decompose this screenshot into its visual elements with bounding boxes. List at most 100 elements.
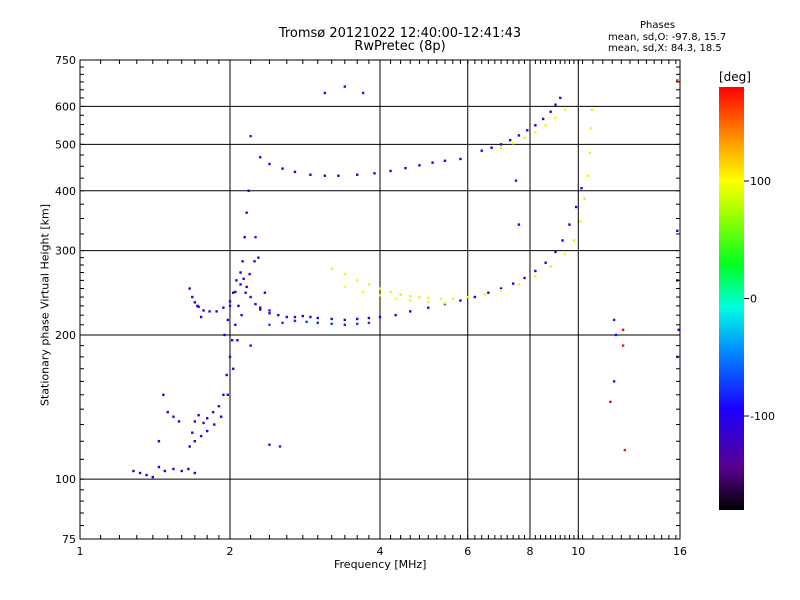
o-trace-point — [191, 431, 194, 434]
o-trace-point — [490, 146, 493, 149]
o-trace-point — [197, 413, 200, 417]
o-trace-point — [191, 295, 194, 299]
o-trace-point — [193, 471, 197, 475]
o-trace-point — [268, 309, 271, 312]
o-trace-point — [517, 134, 521, 137]
o-trace-point — [323, 174, 327, 177]
o-trace-point — [268, 162, 271, 166]
chart-subtitle: RwPretec (8p) — [354, 39, 446, 54]
x-trace-point — [554, 116, 557, 120]
x-tick-label: 1 — [77, 545, 84, 558]
x-trace-point — [589, 127, 593, 130]
o-trace-point — [245, 285, 248, 289]
o-trace-point — [554, 250, 557, 254]
o-trace-point — [254, 235, 257, 239]
x-trace-point — [563, 108, 567, 112]
o-trace-point — [228, 355, 232, 359]
x-trace-point — [378, 287, 382, 290]
x-trace-point — [427, 296, 430, 300]
o-trace-point — [561, 239, 564, 242]
o-trace-point — [228, 300, 232, 303]
o-trace-point — [316, 316, 319, 320]
o-trace-point — [254, 302, 257, 306]
o-trace-point — [157, 465, 161, 469]
o-trace-point — [230, 339, 234, 342]
o-trace-point — [219, 415, 223, 418]
o-trace-point — [473, 295, 477, 299]
o-trace-point — [242, 277, 245, 280]
o-trace-point — [263, 291, 267, 294]
o-trace-point — [343, 323, 347, 327]
grid-lines — [80, 60, 680, 539]
x-tick-label: 8 — [527, 545, 534, 558]
colorbar-gradient — [719, 87, 744, 510]
o-trace-point — [239, 271, 242, 274]
o-trace-point — [248, 272, 251, 276]
phase-stats-header: Phases — [640, 20, 676, 31]
o-trace-point — [193, 301, 197, 304]
x-trace-point — [427, 301, 430, 304]
x-trace-point — [499, 146, 503, 149]
o-trace-point — [554, 103, 557, 106]
o-trace-point — [330, 322, 333, 326]
o-trace-point — [309, 315, 312, 319]
o-trace-point — [459, 157, 462, 161]
o-trace-point — [225, 373, 228, 377]
x-tick-label: 6 — [464, 545, 471, 558]
o-trace-point — [197, 305, 200, 308]
x-trace-point — [583, 197, 586, 200]
o-trace-point — [676, 229, 679, 232]
x-trace-point — [439, 297, 443, 300]
o-trace-point — [499, 287, 503, 290]
o-trace-point — [208, 310, 211, 313]
o-trace-point — [389, 169, 392, 173]
o-trace-point — [247, 189, 250, 192]
o-trace-point — [232, 367, 235, 370]
y-tick-label: 600 — [55, 100, 76, 113]
o-trace-point — [443, 159, 447, 162]
o-trace-point — [549, 110, 552, 113]
o-trace-point — [361, 91, 365, 95]
y-tick-label: 100 — [55, 473, 76, 486]
o-trace-point — [205, 429, 209, 433]
x-trace-point — [621, 344, 625, 347]
o-trace-point — [541, 117, 545, 121]
o-trace-point — [309, 173, 312, 176]
data-points — [132, 79, 680, 479]
o-trace-point — [226, 318, 230, 322]
colorbar-tick-label: 100 — [750, 175, 771, 188]
o-trace-point — [568, 223, 571, 226]
x-trace-point — [361, 290, 365, 294]
o-trace-point — [534, 124, 537, 127]
o-trace-point — [196, 304, 199, 308]
o-trace-point — [343, 318, 347, 322]
o-trace-point — [367, 321, 371, 325]
y-tick-label: 500 — [55, 138, 76, 151]
o-trace-point — [301, 314, 305, 318]
x-trace-point — [378, 294, 382, 297]
x-trace-point — [330, 267, 333, 270]
o-trace-point — [293, 315, 297, 319]
x-trace-point — [676, 79, 679, 82]
x-trace-point — [394, 297, 397, 300]
o-trace-point — [614, 333, 618, 337]
x-trace-point — [451, 297, 455, 300]
x-trace-point — [343, 272, 347, 276]
x-trace-point — [343, 285, 347, 289]
o-trace-point — [277, 313, 280, 317]
o-trace-point — [222, 306, 225, 309]
y-tick-label: 750 — [55, 54, 76, 67]
x-trace-point — [499, 289, 503, 292]
x-trace-point — [523, 136, 526, 139]
o-trace-point — [172, 467, 175, 471]
o-trace-point — [222, 393, 225, 397]
o-trace-point — [499, 143, 503, 146]
o-trace-point — [243, 235, 246, 239]
o-trace-point — [193, 420, 197, 423]
x-trace-point — [590, 108, 594, 112]
o-trace-point — [337, 174, 340, 177]
o-trace-point — [355, 317, 359, 321]
x-trace-point — [409, 299, 412, 302]
o-trace-point — [305, 320, 308, 324]
o-trace-point — [612, 318, 616, 322]
